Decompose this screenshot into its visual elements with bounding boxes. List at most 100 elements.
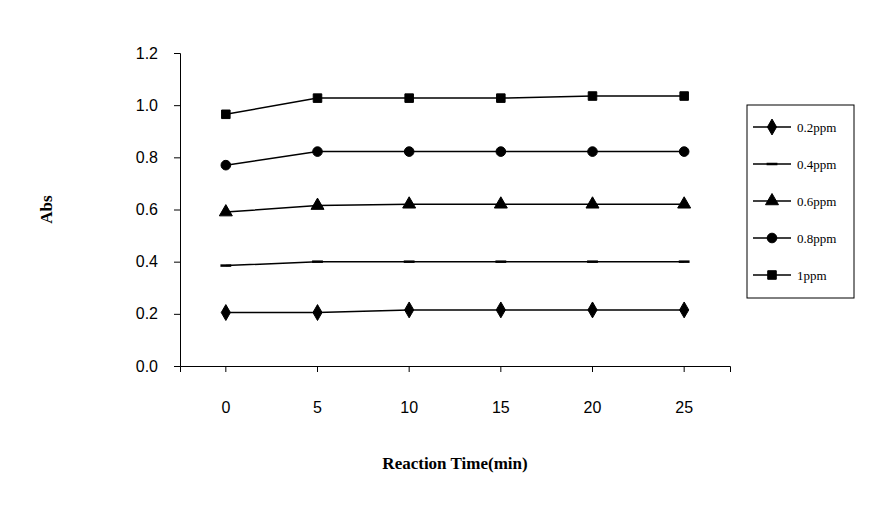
series-line bbox=[226, 204, 684, 212]
legend-label: 1ppm bbox=[797, 268, 827, 283]
marker bbox=[588, 302, 597, 318]
y-tick-mark bbox=[174, 262, 180, 263]
y-tick: 0.4 bbox=[136, 253, 180, 270]
marker bbox=[496, 147, 506, 157]
marker bbox=[679, 260, 690, 263]
x-tick-label: 20 bbox=[584, 399, 602, 416]
x-tick: 5 bbox=[313, 366, 322, 416]
legend-entry: 1ppm bbox=[753, 268, 827, 283]
series-line bbox=[226, 152, 684, 166]
y-tick: 0.8 bbox=[136, 149, 180, 166]
legend-label: 0.4ppm bbox=[797, 157, 836, 172]
x-tick-mark bbox=[317, 366, 318, 372]
marker bbox=[220, 264, 231, 267]
y-tick-label: 1.0 bbox=[136, 97, 158, 114]
x-tick: 0 bbox=[221, 366, 230, 416]
y-tick: 1.0 bbox=[136, 97, 180, 114]
x-tick-mark bbox=[684, 366, 685, 372]
series bbox=[221, 302, 689, 321]
y-axis: 0.0 0.2 0.4 0.6 0.8 1.0 1.2 bbox=[136, 45, 181, 375]
x-axis: 0 5 10 15 20 25 bbox=[181, 366, 731, 416]
legend-marker bbox=[767, 119, 776, 135]
legend-entry: 0.6ppm bbox=[753, 194, 836, 209]
marker bbox=[404, 147, 414, 157]
x-tick-label: 15 bbox=[492, 399, 510, 416]
y-axis-title: Abs bbox=[37, 195, 56, 224]
y-tick-mark bbox=[174, 53, 180, 54]
x-tick-label: 5 bbox=[313, 399, 322, 416]
y-tick: 0.2 bbox=[136, 305, 180, 322]
y-tick: 0.0 bbox=[136, 358, 180, 375]
y-tick-mark bbox=[174, 314, 180, 315]
marker bbox=[680, 302, 689, 318]
legend-label: 0.8ppm bbox=[797, 231, 836, 246]
legend-marker bbox=[767, 163, 778, 166]
marker bbox=[405, 302, 414, 318]
marker bbox=[497, 94, 506, 103]
y-tick-label: 0.0 bbox=[136, 358, 158, 375]
y-tick-label: 0.2 bbox=[136, 305, 158, 322]
marker bbox=[496, 302, 505, 318]
y-tick-mark bbox=[174, 157, 180, 158]
marker bbox=[587, 260, 598, 263]
marker bbox=[680, 92, 689, 101]
marker bbox=[222, 110, 231, 119]
x-tick-mark bbox=[500, 366, 501, 372]
legend-marker bbox=[766, 194, 779, 205]
x-tick-label: 25 bbox=[675, 399, 693, 416]
y-tick-mark bbox=[174, 105, 180, 106]
y-tick-mark bbox=[174, 210, 180, 211]
y-tick-label: 0.8 bbox=[136, 149, 158, 166]
marker bbox=[313, 305, 322, 321]
marker bbox=[678, 197, 691, 208]
marker bbox=[221, 305, 230, 321]
marker bbox=[219, 205, 232, 216]
marker bbox=[311, 198, 324, 209]
legend-label: 0.6ppm bbox=[797, 194, 836, 209]
legend-label: 0.2ppm bbox=[797, 120, 836, 135]
series bbox=[220, 262, 689, 266]
x-tick-label: 0 bbox=[221, 399, 230, 416]
x-axis-line bbox=[181, 367, 731, 373]
y-tick-label: 0.6 bbox=[136, 201, 158, 218]
x-tick: 20 bbox=[584, 366, 602, 416]
legend-line bbox=[753, 163, 791, 165]
legend-entry: 0.2ppm bbox=[753, 119, 836, 135]
x-tick-mark bbox=[225, 366, 226, 372]
x-tick: 25 bbox=[675, 366, 693, 416]
marker bbox=[586, 197, 599, 208]
x-tick-mark bbox=[409, 366, 410, 372]
y-tick: 1.2 bbox=[136, 45, 180, 62]
series-line bbox=[226, 310, 684, 313]
series-line bbox=[226, 262, 684, 266]
legend-marker bbox=[767, 233, 777, 243]
marker bbox=[313, 147, 323, 157]
marker bbox=[403, 197, 416, 208]
marker bbox=[495, 260, 506, 263]
legend-entry: 0.4ppm bbox=[753, 157, 836, 172]
marker bbox=[679, 147, 689, 157]
series bbox=[221, 147, 689, 170]
legend-box bbox=[747, 105, 854, 298]
legend: 0.2ppm 0.4ppm 0.6ppm 0.8ppm 1ppm bbox=[747, 105, 854, 298]
marker bbox=[588, 92, 597, 101]
marker bbox=[312, 260, 323, 263]
series bbox=[219, 197, 690, 216]
x-tick: 10 bbox=[400, 366, 418, 416]
legend-marker bbox=[768, 271, 777, 280]
y-tick-label: 1.2 bbox=[136, 45, 158, 62]
marker bbox=[494, 197, 507, 208]
marker bbox=[405, 94, 414, 103]
series-line bbox=[226, 96, 684, 114]
x-tick: 15 bbox=[492, 366, 510, 416]
y-tick-mark bbox=[174, 366, 180, 367]
x-tick-mark bbox=[592, 366, 593, 372]
marker bbox=[313, 94, 322, 103]
marker bbox=[221, 160, 231, 170]
plot-area bbox=[219, 92, 690, 321]
y-axis-line bbox=[174, 54, 181, 367]
chart: 0.00.20.40.60.81.01.20510152025AbsReacti… bbox=[0, 0, 878, 506]
x-tick-label: 10 bbox=[400, 399, 418, 416]
legend-entry: 0.8ppm bbox=[753, 231, 836, 246]
series bbox=[222, 92, 689, 119]
